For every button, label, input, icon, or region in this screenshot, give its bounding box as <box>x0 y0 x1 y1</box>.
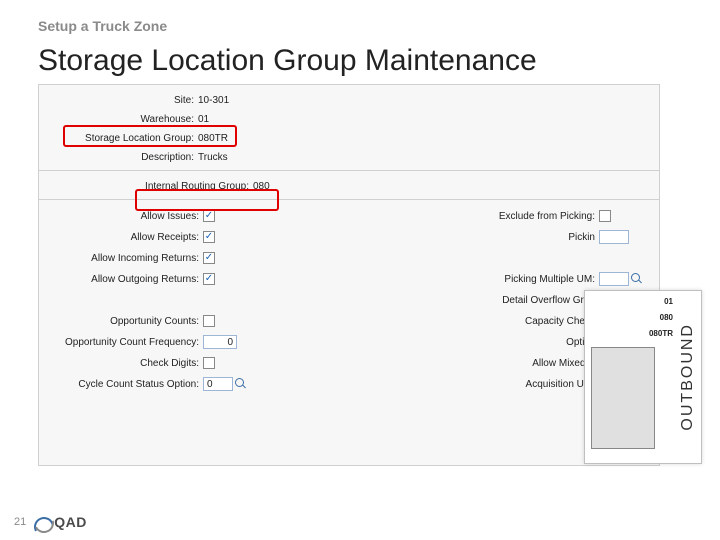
footer: 21 QAD <box>14 514 87 530</box>
label: Allow Incoming Returns: <box>49 253 203 264</box>
form-row: Allow Outgoing Returns:✓ Picking Multiple… <box>49 269 649 289</box>
form-row: Allow Issues:✓ Exclude from Picking: <box>49 206 649 226</box>
checkbox[interactable] <box>203 357 215 369</box>
outbound-overlay: 01 080 080TR OUTBOUND <box>584 290 702 464</box>
control <box>599 230 649 244</box>
checkbox[interactable]: ✓ <box>203 273 215 285</box>
form-routing: Internal Routing Group: 080 <box>39 177 659 195</box>
divider <box>39 170 659 171</box>
control: ✓ <box>203 273 263 285</box>
label: Cycle Count Status Option: <box>49 379 203 390</box>
field-internal-routing-group: Internal Routing Group: 080 <box>49 177 649 195</box>
control: 0 <box>203 335 263 349</box>
control <box>599 272 649 286</box>
outbound-label: OUTBOUND <box>677 291 699 463</box>
label: Optimi <box>263 337 599 348</box>
overlay-tag: 01 <box>664 297 673 306</box>
lookup-input[interactable] <box>599 272 643 286</box>
logo-swoosh-icon <box>34 515 52 529</box>
text-input[interactable] <box>599 230 629 244</box>
label: Allow Receipts: <box>49 232 203 243</box>
lookup-input[interactable]: 0 <box>203 377 247 391</box>
control: ✓ <box>203 252 263 264</box>
label: Allow Issues: <box>49 211 203 222</box>
label: Exclude from Picking: <box>263 211 599 222</box>
control <box>203 315 263 327</box>
form-row: Allow Receipts:✓ Pickin <box>49 227 649 247</box>
checkbox[interactable]: ✓ <box>203 210 215 222</box>
control: ✓ <box>203 231 263 243</box>
brand-text: QAD <box>54 514 87 530</box>
search-icon[interactable] <box>631 273 643 285</box>
value: Trucks <box>198 152 228 163</box>
overlay-mini-box <box>591 347 655 449</box>
page-number: 21 <box>14 516 26 528</box>
value: 080 <box>253 181 270 192</box>
value: 10-301 <box>198 95 229 106</box>
form-row: Cycle Count Status Option:0 Acquisition U… <box>49 374 649 394</box>
form-row: Check Digits: Allow Mixed S <box>49 353 649 373</box>
field-warehouse: Warehouse: 01 <box>49 110 649 128</box>
control <box>599 210 649 222</box>
form-row: Opportunity Counts: Capacity Check <box>49 311 649 331</box>
control: 0 <box>203 377 263 391</box>
brand-logo: QAD <box>34 514 87 530</box>
label: Warehouse: <box>49 114 198 125</box>
label: Detail Overflow Grou <box>263 295 599 306</box>
checkbox[interactable]: ✓ <box>203 231 215 243</box>
app-screenshot-panel: Site: 10-301 Warehouse: 01 Storage Locat… <box>38 84 660 466</box>
text-input[interactable]: 0 <box>203 335 237 349</box>
breadcrumb: Setup a Truck Zone <box>38 18 692 34</box>
label: Description: <box>49 152 198 163</box>
divider <box>39 199 659 200</box>
control <box>203 357 263 369</box>
control: ✓ <box>203 210 263 222</box>
label: Site: <box>49 95 198 106</box>
overlay-tag: 080TR <box>649 329 673 338</box>
label: Acquisition UM: <box>263 379 599 390</box>
field-description: Description: Trucks <box>49 148 649 166</box>
label: Check Digits: <box>49 358 203 369</box>
checkbox[interactable] <box>203 315 215 327</box>
checkbox[interactable]: ✓ <box>203 252 215 264</box>
label: Opportunity Count Frequency: <box>49 337 203 348</box>
label: Opportunity Counts: <box>49 316 203 327</box>
form-row: Detail Overflow Grou <box>49 290 649 310</box>
form-top: Site: 10-301 Warehouse: 01 Storage Locat… <box>39 85 659 166</box>
value: 01 <box>198 114 209 125</box>
label: Allow Mixed S <box>263 358 599 369</box>
form-row: Opportunity Count Frequency:0 Optimi <box>49 332 649 352</box>
label: Picking Multiple UM: <box>263 274 599 285</box>
overlay-tag: 080 <box>660 313 673 322</box>
search-icon[interactable] <box>235 378 247 390</box>
label: Internal Routing Group: <box>49 181 253 192</box>
label: Pickin <box>263 232 599 243</box>
page-title: Storage Location Group Maintenance <box>38 44 692 78</box>
slide: Setup a Truck Zone Storage Location Grou… <box>0 0 720 540</box>
field-storage-location-group: Storage Location Group: 080TR <box>49 129 649 147</box>
value: 080TR <box>198 133 228 144</box>
field-site: Site: 10-301 <box>49 91 649 109</box>
label: Storage Location Group: <box>49 133 198 144</box>
label: Allow Outgoing Returns: <box>49 274 203 285</box>
label: Capacity Check <box>263 316 599 327</box>
checkbox[interactable] <box>599 210 611 222</box>
form-grid: Allow Issues:✓Exclude from Picking:Allow… <box>39 206 659 394</box>
form-row: Allow Incoming Returns:✓ <box>49 248 649 268</box>
